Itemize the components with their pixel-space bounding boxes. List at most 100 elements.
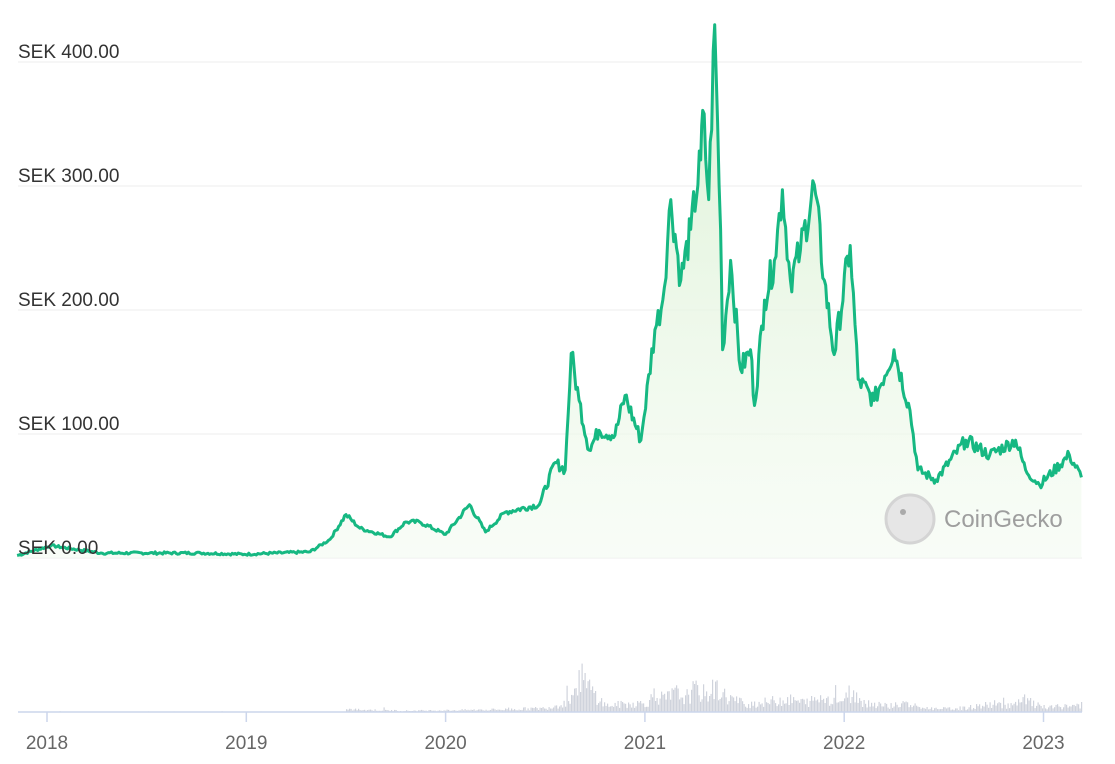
volume-bar bbox=[602, 706, 604, 712]
volume-bar bbox=[362, 710, 364, 712]
volume-bar bbox=[688, 694, 690, 712]
volume-bar bbox=[1046, 709, 1048, 712]
volume-bar bbox=[676, 685, 678, 712]
volume-bar bbox=[716, 680, 718, 712]
volume-bar bbox=[509, 710, 511, 712]
volume-bar bbox=[901, 703, 903, 712]
volume-bar bbox=[571, 694, 573, 712]
volume-bar bbox=[613, 706, 615, 712]
volume-bar bbox=[806, 698, 808, 712]
volume-bar bbox=[916, 705, 918, 712]
volume-bar bbox=[1049, 705, 1051, 712]
volume-bar bbox=[1033, 700, 1035, 712]
volume-bar bbox=[997, 703, 999, 712]
volume-bar bbox=[574, 688, 576, 712]
x-axis-ticks: 2018 2019 2020 2021 2022 2023 bbox=[26, 712, 1065, 754]
volume-bar bbox=[559, 706, 561, 712]
volume-bar bbox=[680, 697, 682, 712]
volume-bar bbox=[1070, 706, 1072, 712]
volume-bar bbox=[628, 702, 630, 712]
volume-bar bbox=[874, 702, 876, 712]
volume-bar bbox=[482, 710, 484, 712]
volume-bar bbox=[1004, 704, 1006, 712]
volume-bar bbox=[674, 687, 676, 712]
volume-bar bbox=[350, 708, 352, 712]
volume-bar bbox=[961, 710, 963, 712]
volume-bar bbox=[959, 706, 961, 712]
volume-bar bbox=[469, 710, 471, 712]
volume-bar bbox=[980, 708, 982, 712]
volume-bar bbox=[841, 701, 843, 712]
volume-bar bbox=[653, 688, 655, 712]
volume-bar bbox=[386, 710, 388, 712]
volume-bar bbox=[479, 709, 481, 712]
volume-bar bbox=[598, 703, 600, 712]
volume-bar bbox=[877, 706, 879, 712]
volume-bar bbox=[550, 708, 552, 712]
volume-bar bbox=[452, 710, 454, 712]
volume-bar bbox=[1075, 706, 1077, 712]
y-tick-label: SEK 400.00 bbox=[18, 42, 119, 63]
volume-bar bbox=[833, 697, 835, 712]
volume-bar bbox=[560, 705, 562, 712]
volume-bar bbox=[541, 708, 543, 712]
coingecko-logo-icon bbox=[884, 493, 936, 545]
volume-bar bbox=[749, 708, 751, 712]
volume-bar bbox=[956, 708, 958, 712]
volume-bar bbox=[757, 706, 759, 712]
volume-bar bbox=[1013, 703, 1015, 712]
volume-bar bbox=[536, 708, 538, 712]
volume-bar bbox=[868, 700, 870, 712]
volume-bar bbox=[1045, 708, 1047, 712]
volume-bar bbox=[811, 696, 813, 712]
volume-bar bbox=[1048, 707, 1050, 712]
volume-bar bbox=[481, 709, 483, 712]
volume-bar bbox=[1010, 703, 1012, 712]
volume-bar bbox=[508, 707, 510, 712]
volume-bar bbox=[923, 708, 925, 712]
volume-bar bbox=[347, 709, 349, 712]
volume-bar bbox=[556, 705, 558, 712]
volume-bar bbox=[949, 707, 951, 712]
volume-bar bbox=[1067, 707, 1069, 712]
volume-bar bbox=[1064, 704, 1066, 712]
volume-bar bbox=[733, 697, 735, 712]
volume-bar bbox=[796, 700, 798, 712]
volume-bar bbox=[461, 709, 463, 712]
volume-bar bbox=[611, 705, 613, 712]
volume-bar bbox=[577, 695, 579, 712]
volume-bar bbox=[701, 699, 703, 712]
volume-bar bbox=[953, 709, 955, 712]
volume-bar bbox=[661, 691, 663, 712]
volume-bar bbox=[784, 703, 786, 712]
volume-bar bbox=[548, 707, 550, 712]
x-tick-label: 2023 bbox=[1022, 733, 1064, 754]
volume-bar bbox=[503, 710, 505, 712]
volume-bar bbox=[812, 700, 814, 712]
volume-bar bbox=[532, 707, 534, 712]
volume-bar bbox=[754, 701, 756, 712]
volume-bar bbox=[908, 707, 910, 712]
volume-bar bbox=[359, 710, 361, 712]
volume-bar bbox=[388, 710, 390, 712]
volume-bar bbox=[617, 701, 619, 712]
volume-bar bbox=[463, 710, 465, 712]
volume-bar bbox=[544, 708, 546, 712]
volume-bar bbox=[889, 708, 891, 712]
volume-bar bbox=[367, 710, 369, 712]
y-tick-label: SEK 100.00 bbox=[18, 414, 119, 435]
volume-bar bbox=[872, 706, 874, 712]
volume-bar bbox=[755, 707, 757, 712]
volume-bar bbox=[850, 703, 852, 712]
volume-bar bbox=[499, 709, 501, 712]
volume-bar bbox=[991, 708, 993, 712]
volume-bar bbox=[1031, 706, 1033, 712]
volume-bar bbox=[728, 701, 730, 712]
volume-bar bbox=[962, 706, 964, 712]
volume-bar bbox=[799, 702, 801, 712]
volume-bar bbox=[629, 704, 631, 712]
volume-bar bbox=[937, 709, 939, 712]
volume-bar bbox=[530, 707, 532, 712]
volume-bar bbox=[989, 702, 991, 712]
volume-bar bbox=[878, 701, 880, 712]
